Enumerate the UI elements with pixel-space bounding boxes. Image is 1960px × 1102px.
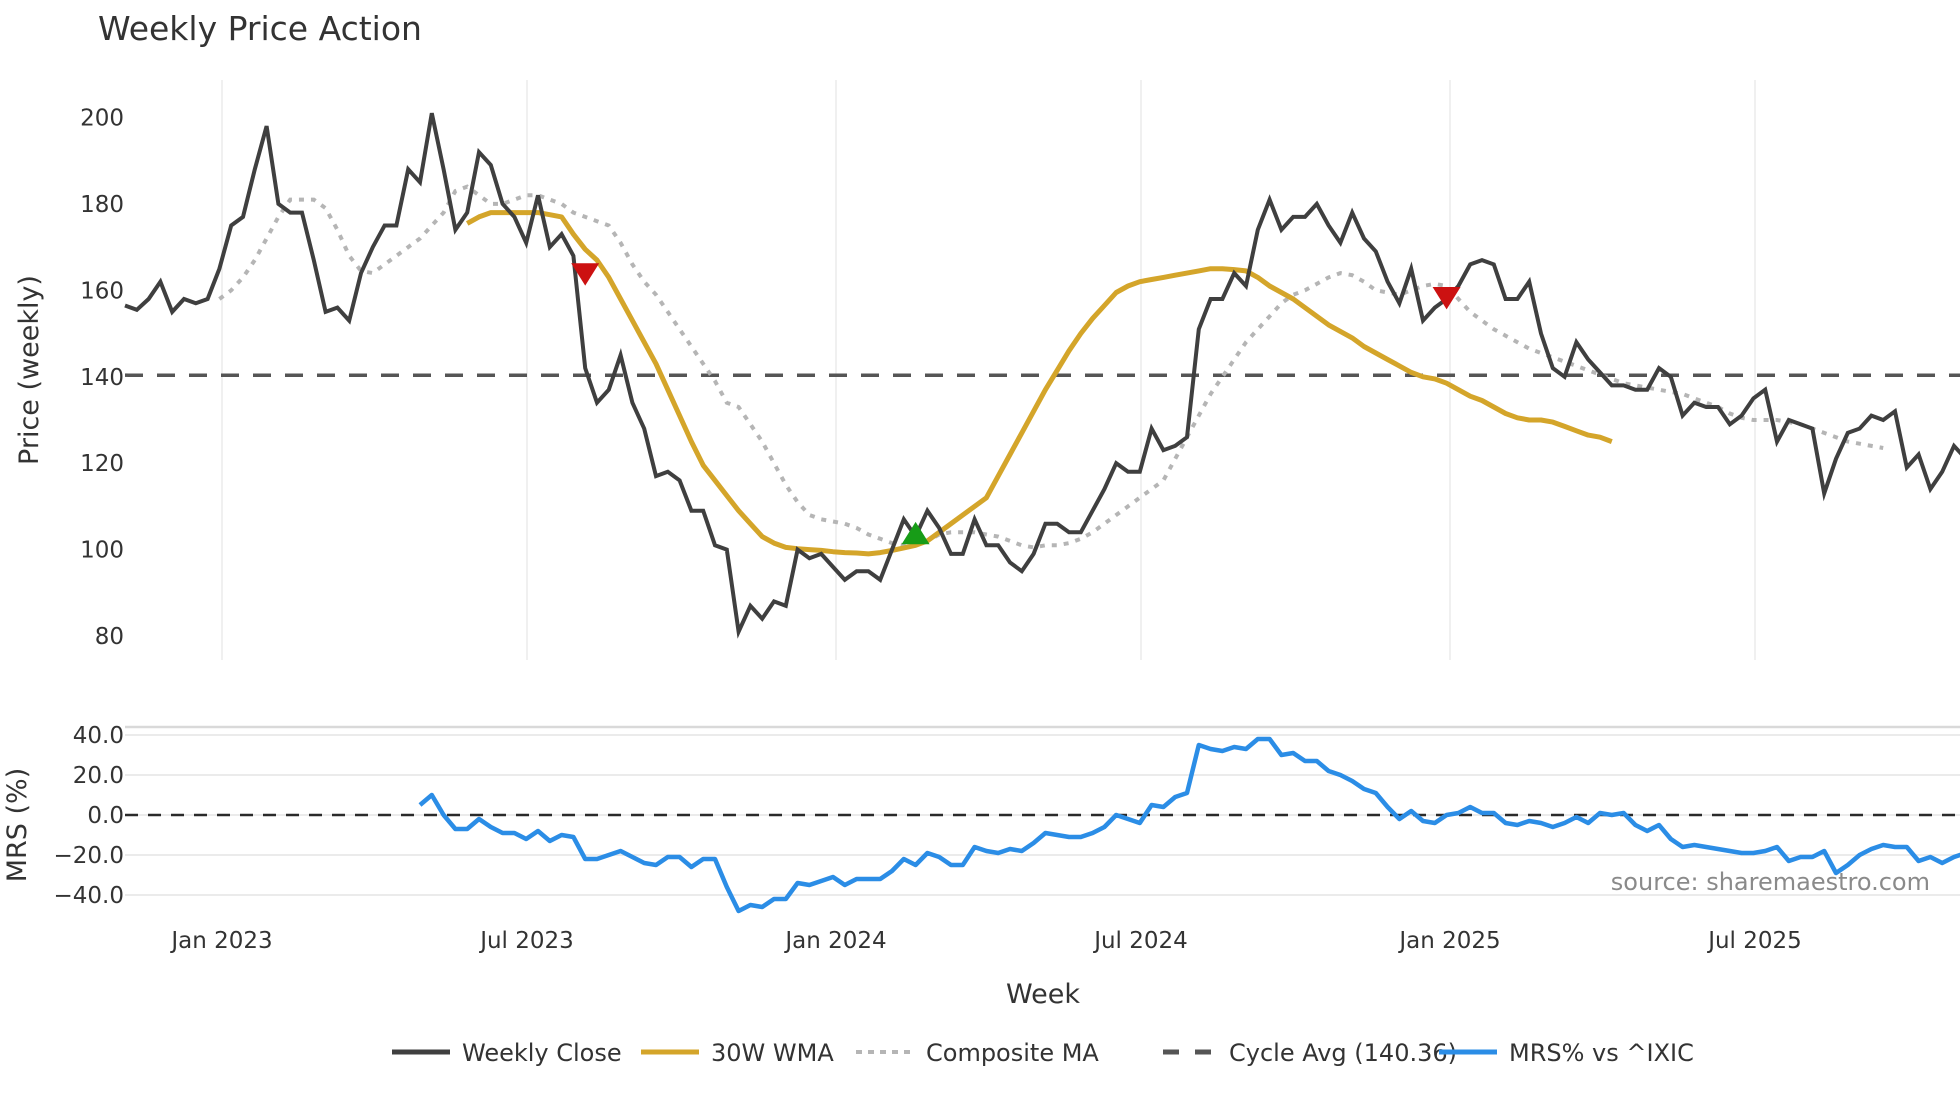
chart-legend: Weekly Close 30W WMA Composite MA Cycle Avg… [392, 1039, 1694, 1067]
mrs-y-tick: 40.0 [73, 723, 124, 749]
price-panel-gridlines [221, 80, 1756, 660]
legend-label: Weekly Close [462, 1039, 622, 1067]
legend-item: 30W WMA [641, 1039, 834, 1067]
mrs-y-axis-label: MRS (%) [2, 768, 33, 883]
legend-label: 30W WMA [711, 1039, 834, 1067]
source-note: source: sharemaestro.com [1611, 868, 1930, 896]
mrs-y-tick: 0.0 [87, 803, 124, 829]
price-y-tick: 160 [80, 278, 124, 304]
chart-title: Weekly Price Action [98, 9, 422, 48]
x-tick-label: Jul 2024 [1092, 928, 1188, 954]
legend-label: Cycle Avg (140.36) [1229, 1039, 1457, 1067]
legend-item: Composite MA [856, 1039, 1099, 1067]
legend-item: Weekly Close [392, 1039, 622, 1067]
wma-30w-line [465, 210, 1613, 557]
price-y-axis-label: Price (weekly) [14, 275, 45, 465]
x-tick-label: Jul 2023 [478, 928, 574, 954]
sell-signal-triangle-down-icon [571, 263, 600, 286]
mrs-y-tick: 20.0 [73, 763, 124, 789]
price-y-tick: 180 [80, 192, 124, 218]
price-y-axis-ticks: 80 100 120 140 160 180 200 [80, 106, 124, 651]
price-y-tick: 120 [80, 451, 124, 477]
legend-label: Composite MA [926, 1039, 1099, 1067]
mrs-y-tick: −20.0 [54, 843, 124, 869]
x-tick-label: Jan 2023 [169, 928, 272, 954]
x-axis-label: Week [1006, 979, 1080, 1010]
legend-item: MRS% vs ^IXIC [1439, 1039, 1694, 1067]
weekly-close-line [124, 112, 1960, 639]
mrs-y-tick: −40.0 [54, 883, 124, 909]
price-y-tick: 100 [80, 538, 124, 564]
x-axis-ticks: Jan 2023 Jul 2023 Jan 2024 Jul 2024 Jan 2025… [169, 928, 1801, 954]
price-y-tick: 140 [80, 365, 124, 391]
price-y-tick: 80 [95, 624, 124, 650]
x-tick-label: Jul 2025 [1706, 928, 1802, 954]
x-tick-label: Jan 2025 [1397, 928, 1500, 954]
x-tick-label: Jan 2024 [783, 928, 886, 954]
sell-signal-triangle-down-icon [1432, 287, 1461, 310]
legend-label: MRS% vs ^IXIC [1509, 1039, 1694, 1067]
signal-markers [571, 263, 1461, 545]
mrs-y-axis-ticks: −40.0 −20.0 0.0 20.0 40.0 [54, 723, 124, 909]
price-y-tick: 200 [80, 106, 124, 132]
mrs-line [418, 736, 1960, 914]
legend-item: Cycle Avg (140.36) [1163, 1039, 1457, 1067]
buy-signal-triangle-up-icon [901, 521, 930, 545]
composite-ma-line [218, 184, 1884, 550]
